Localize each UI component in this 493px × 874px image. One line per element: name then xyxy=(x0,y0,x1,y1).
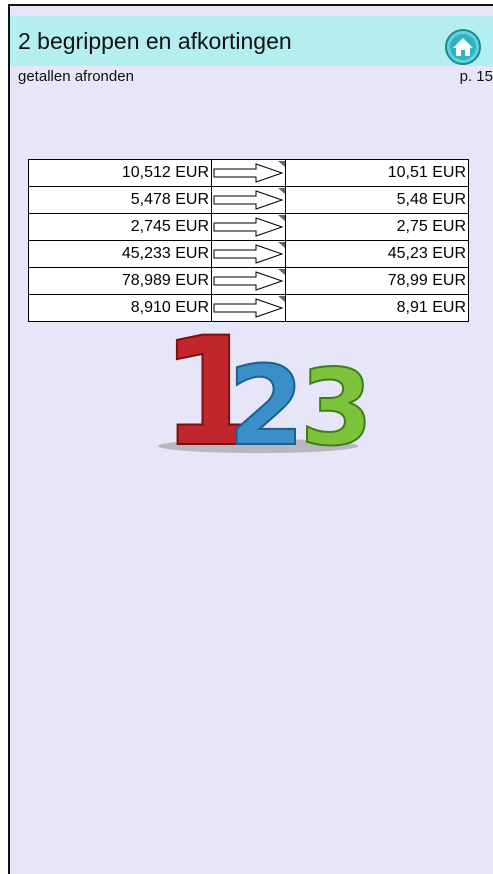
arrow-cell xyxy=(212,214,286,241)
page: 2 begrippen en afkortingen getallen afro… xyxy=(0,0,493,874)
arrow-cell xyxy=(212,160,286,187)
digit: 3 xyxy=(300,347,373,466)
arrow xyxy=(212,296,285,320)
original-value: 2,745 EUR xyxy=(29,214,212,241)
arrow xyxy=(212,269,285,293)
table-row: 10,512 EUR 10,51 EUR xyxy=(29,160,469,187)
original-value: 78,989 EUR xyxy=(29,268,212,295)
arrow xyxy=(212,161,285,185)
arrow-cell xyxy=(212,241,286,268)
original-value: 10,512 EUR xyxy=(29,160,212,187)
header-bar: 2 begrippen en afkortingen xyxy=(10,16,493,66)
original-value: 8,910 EUR xyxy=(29,295,212,322)
home-button[interactable] xyxy=(444,28,482,66)
arrow xyxy=(212,215,285,239)
screen: 2 begrippen en afkortingen getallen afro… xyxy=(8,4,493,874)
original-value: 5,478 EUR xyxy=(29,187,212,214)
rounded-value: 5,48 EUR xyxy=(286,187,469,214)
rounded-value: 8,91 EUR xyxy=(286,295,469,322)
table-row: 78,989 EUR 78,99 EUR xyxy=(29,268,469,295)
arrow-cell xyxy=(212,268,286,295)
rounded-value: 78,99 EUR xyxy=(286,268,469,295)
table-row: 5,478 EUR 5,48 EUR xyxy=(29,187,469,214)
illustration-123: 123 xyxy=(150,326,380,466)
arrow xyxy=(212,242,285,266)
table-row: 2,745 EUR 2,75 EUR xyxy=(29,214,469,241)
rounded-value: 45,23 EUR xyxy=(286,241,469,268)
original-value: 45,233 EUR xyxy=(29,241,212,268)
digit: 2 xyxy=(228,342,305,466)
arrow-cell xyxy=(212,187,286,214)
table-row: 45,233 EUR 45,23 EUR xyxy=(29,241,469,268)
page-number: p. 15 xyxy=(460,68,493,85)
rounded-value: 2,75 EUR xyxy=(286,214,469,241)
title: 2 begrippen en afkortingen xyxy=(18,28,292,55)
arrow-cell xyxy=(212,295,286,322)
table-row: 8,910 EUR 8,91 EUR xyxy=(29,295,469,322)
subtitle: getallen afronden xyxy=(18,68,134,85)
arrow xyxy=(212,188,285,212)
rounded-value: 10,51 EUR xyxy=(286,160,469,187)
